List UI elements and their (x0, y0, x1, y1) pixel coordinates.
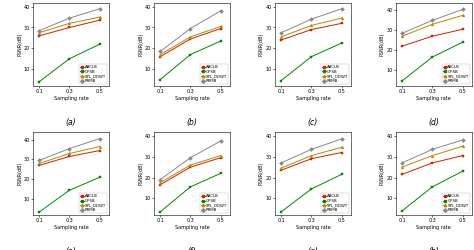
X-axis label: Sampling rate: Sampling rate (174, 96, 210, 101)
Text: (e): (e) (65, 247, 76, 250)
Y-axis label: PSNR(dB): PSNR(dB) (259, 162, 264, 185)
Y-axis label: PSNR(dB): PSNR(dB) (259, 32, 264, 56)
Text: (g): (g) (308, 247, 319, 250)
X-axis label: Sampling rate: Sampling rate (417, 96, 451, 101)
Text: (d): (d) (428, 118, 439, 126)
Legend: AACLB, GPSB, SPL_DDWT, RRMB: AACLB, GPSB, SPL_DDWT, RRMB (200, 64, 228, 84)
Text: (a): (a) (66, 118, 76, 126)
Y-axis label: PSNR(dB): PSNR(dB) (138, 32, 143, 56)
Y-axis label: PSNR(dB): PSNR(dB) (17, 32, 22, 56)
Legend: AACLB, GPSB, SPL_DDWT, RRMB: AACLB, GPSB, SPL_DDWT, RRMB (442, 193, 470, 213)
Text: (f): (f) (188, 247, 196, 250)
Y-axis label: PSNR(dB): PSNR(dB) (380, 162, 385, 185)
Legend: AACLB, GPSB, SPL_DDWT, RRMB: AACLB, GPSB, SPL_DDWT, RRMB (321, 193, 349, 213)
Text: (b): (b) (186, 118, 197, 126)
X-axis label: Sampling rate: Sampling rate (174, 225, 210, 230)
X-axis label: Sampling rate: Sampling rate (295, 225, 330, 230)
Legend: AACLB, GPSB, SPL_DDWT, RRMB: AACLB, GPSB, SPL_DDWT, RRMB (321, 64, 349, 84)
X-axis label: Sampling rate: Sampling rate (417, 225, 451, 230)
Y-axis label: PSNR(dB): PSNR(dB) (17, 162, 22, 185)
Legend: AACLB, GPSB, SPL_DDWT, RRMB: AACLB, GPSB, SPL_DDWT, RRMB (442, 64, 470, 84)
Text: (c): (c) (308, 118, 318, 126)
X-axis label: Sampling rate: Sampling rate (54, 96, 88, 101)
Legend: AACLB, GPSB, SPL_DDWT, RRMB: AACLB, GPSB, SPL_DDWT, RRMB (79, 64, 107, 84)
X-axis label: Sampling rate: Sampling rate (54, 225, 88, 230)
Text: (h): (h) (428, 247, 439, 250)
X-axis label: Sampling rate: Sampling rate (295, 96, 330, 101)
Y-axis label: PSNR(dB): PSNR(dB) (138, 162, 143, 185)
Legend: AACLB, GPSB, SPL_DDWT, RRMB: AACLB, GPSB, SPL_DDWT, RRMB (79, 193, 107, 213)
Legend: AACLB, GPSB, SPL_DDWT, RRMB: AACLB, GPSB, SPL_DDWT, RRMB (200, 193, 228, 213)
Y-axis label: PSNR(dB): PSNR(dB) (380, 32, 385, 56)
